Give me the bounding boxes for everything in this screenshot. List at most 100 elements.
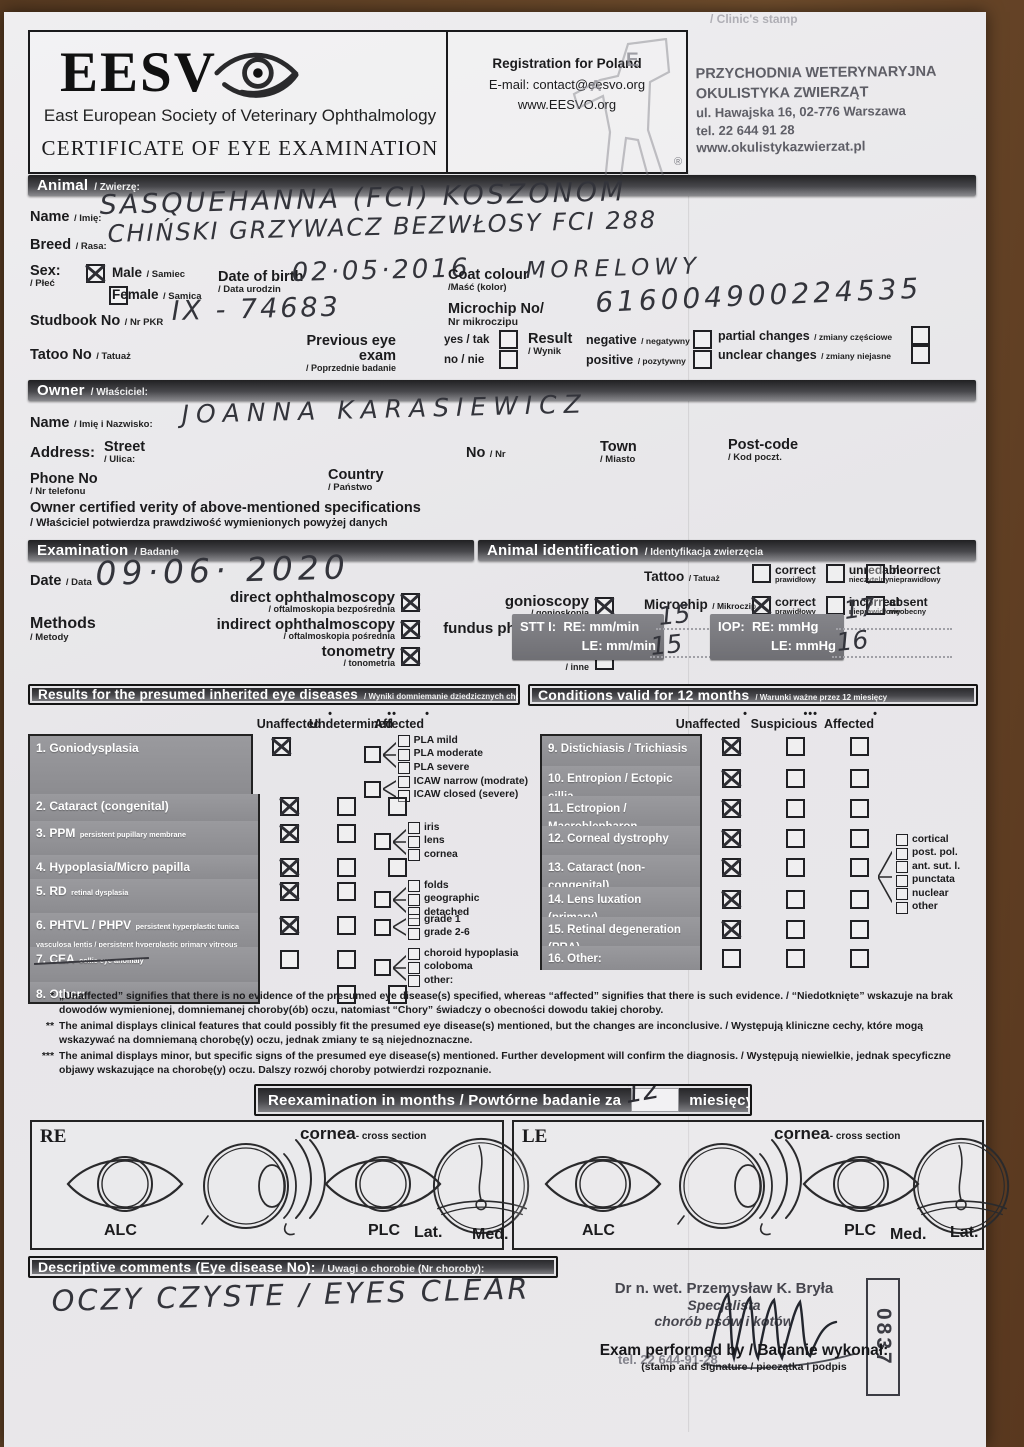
checkbox-pla-mild[interactable] bbox=[397, 735, 410, 747]
checkbox-ant-sut[interactable] bbox=[896, 861, 908, 873]
checkbox-other16-unaffected[interactable] bbox=[721, 949, 741, 968]
stt-le-label: LE: mm/min bbox=[581, 637, 656, 653]
coat-label-en: Coat colour bbox=[448, 267, 529, 283]
checkbox-ppm-affected[interactable] bbox=[374, 833, 391, 850]
checkbox-ectropion-unaffected[interactable] bbox=[721, 799, 741, 818]
checkbox-prev-exam-no[interactable] bbox=[499, 350, 518, 369]
checkbox-distichiasis-affected[interactable] bbox=[849, 737, 869, 756]
checkbox-hypoplasia-undetermined[interactable] bbox=[336, 858, 356, 877]
checkbox-cataract-noncong-affected[interactable] bbox=[849, 858, 869, 877]
checkbox-rd-geographic[interactable] bbox=[408, 893, 420, 906]
checkbox-cataract-other[interactable] bbox=[896, 901, 908, 914]
checkbox-hypoplasia-unaffected[interactable] bbox=[279, 858, 299, 877]
checkbox-corneal-dystrophy-suspicious[interactable] bbox=[785, 829, 805, 848]
checkbox-pla-group[interactable] bbox=[363, 746, 381, 763]
checkbox-cataract-cong-undetermined[interactable] bbox=[336, 797, 356, 816]
checkbox-phtvl-grade26[interactable] bbox=[408, 927, 420, 940]
checkbox-cataract-noncong-unaffected[interactable] bbox=[721, 858, 741, 877]
checkbox-tattoo-incorrect[interactable] bbox=[866, 564, 885, 583]
checkbox-entropion-suspicious[interactable] bbox=[785, 769, 805, 788]
checkbox-phtvl-grade1[interactable] bbox=[408, 914, 420, 927]
checkbox-punctata[interactable] bbox=[896, 874, 908, 887]
checkbox-tonometry[interactable] bbox=[401, 646, 420, 666]
opt-label-pl: nieprawidłowy bbox=[848, 607, 901, 617]
disease-label: 5. RD bbox=[36, 884, 67, 898]
checkbox-other8-undetermined[interactable] bbox=[336, 985, 356, 1004]
checkbox-direct-ophthalmoscopy[interactable] bbox=[401, 592, 420, 612]
checkbox-pla-severe[interactable] bbox=[397, 762, 410, 774]
checkbox-entropion-unaffected[interactable] bbox=[721, 769, 741, 788]
checkbox-ectropion-suspicious[interactable] bbox=[785, 799, 805, 818]
checkbox-unclear-changes[interactable] bbox=[911, 345, 930, 364]
checkbox-partial-changes[interactable] bbox=[911, 326, 930, 345]
checkbox-phtvl-unaffected[interactable] bbox=[279, 916, 299, 935]
checkbox-ppm-cornea[interactable] bbox=[408, 849, 420, 861]
checkbox-rd-folds[interactable] bbox=[408, 880, 420, 892]
checkbox-male[interactable] bbox=[86, 264, 105, 283]
checkbox-post-pol[interactable] bbox=[896, 847, 908, 860]
checkbox-rd-undetermined[interactable] bbox=[336, 882, 356, 901]
checkbox-icaw-narrow[interactable] bbox=[397, 776, 410, 789]
checkbox-cea-unaffected[interactable] bbox=[279, 950, 299, 969]
checkbox-microchip-correct[interactable] bbox=[752, 596, 771, 615]
checkbox-icaw-group[interactable] bbox=[363, 780, 381, 798]
checkbox-other16-suspicious[interactable] bbox=[785, 949, 805, 968]
opt-label-pl: prawidłowy bbox=[775, 607, 816, 617]
checkbox-pra-affected[interactable] bbox=[849, 920, 869, 939]
checkbox-other8-affected[interactable] bbox=[387, 985, 407, 1004]
checkbox-lens-luxation-unaffected[interactable] bbox=[721, 890, 741, 909]
checkbox-pra-suspicious[interactable] bbox=[785, 920, 805, 939]
unclear-changes-label-en: unclear changes bbox=[718, 347, 817, 362]
checkbox-rd-affected[interactable] bbox=[374, 891, 391, 908]
lat-label: Lat. bbox=[414, 1224, 443, 1241]
previous-exam-label-pl: / Poprzednie badanie bbox=[305, 362, 396, 373]
checkbox-goniodysplasia-unaffected[interactable] bbox=[271, 737, 291, 756]
checkbox-phtvl-affected[interactable] bbox=[374, 918, 391, 936]
methods-label: Methods / Metody bbox=[30, 615, 96, 643]
checkbox-microchip-absent[interactable] bbox=[866, 596, 885, 615]
method-label-pl: / tonometria bbox=[343, 658, 395, 669]
checkbox-distichiasis-unaffected[interactable] bbox=[721, 737, 741, 756]
checkbox-prev-exam-yes[interactable] bbox=[499, 330, 518, 349]
checkbox-cea-affected[interactable] bbox=[374, 959, 391, 976]
reexam-value-box[interactable]: 12 bbox=[623, 1086, 680, 1112]
checkbox-cortical[interactable] bbox=[896, 834, 908, 846]
checkbox-ppm-iris[interactable] bbox=[408, 822, 420, 834]
checkbox-result-positive[interactable] bbox=[693, 350, 712, 369]
checkbox-tattoo-unredable[interactable] bbox=[825, 564, 845, 583]
checkbox-cataract-cong-affected[interactable] bbox=[387, 797, 407, 816]
checkbox-tattoo-correct[interactable] bbox=[752, 564, 771, 583]
checkbox-phtvl-undetermined[interactable] bbox=[336, 916, 356, 935]
checkbox-rd-unaffected[interactable] bbox=[279, 882, 299, 901]
checkbox-cea-choroid[interactable] bbox=[408, 948, 420, 960]
methods-label-pl: / Metody bbox=[30, 631, 69, 643]
checkbox-rd-detached[interactable] bbox=[408, 907, 420, 919]
checkbox-cea-other[interactable] bbox=[408, 975, 420, 987]
checkbox-cataract-noncong-suspicious[interactable] bbox=[785, 858, 805, 877]
opt-label: absent bbox=[889, 595, 928, 609]
checkbox-cea-undetermined[interactable] bbox=[336, 950, 356, 969]
exam-date-label-pl: / Data bbox=[65, 577, 92, 588]
checkbox-other16-affected[interactable] bbox=[849, 949, 869, 968]
checkbox-ppm-lens[interactable] bbox=[408, 835, 420, 848]
checkbox-ectropion-affected[interactable] bbox=[849, 799, 869, 818]
checkbox-cataract-cong-unaffected[interactable] bbox=[279, 797, 299, 816]
checkbox-nuclear[interactable] bbox=[896, 888, 908, 900]
checkbox-entropion-affected[interactable] bbox=[849, 769, 869, 788]
checkbox-result-negative[interactable] bbox=[693, 330, 712, 349]
checkbox-lens-luxation-affected[interactable] bbox=[849, 890, 869, 909]
checkbox-pra-unaffected[interactable] bbox=[721, 920, 741, 939]
checkbox-distichiasis-suspicious[interactable] bbox=[785, 737, 805, 756]
checkbox-indirect-ophthalmoscopy[interactable] bbox=[401, 619, 420, 639]
opt-label: correct bbox=[775, 595, 816, 609]
checkbox-cea-coloboma[interactable] bbox=[408, 961, 420, 974]
checkbox-corneal-dystrophy-affected[interactable] bbox=[849, 829, 869, 848]
checkbox-gonioscopy[interactable] bbox=[595, 596, 614, 616]
checkbox-ppm-undetermined[interactable] bbox=[336, 824, 356, 843]
checkbox-ppm-unaffected[interactable] bbox=[279, 824, 299, 843]
checkbox-female[interactable] bbox=[109, 286, 129, 305]
checkbox-lens-luxation-suspicious[interactable] bbox=[785, 890, 805, 909]
checkbox-pla-moderate[interactable] bbox=[397, 748, 410, 761]
checkbox-hypoplasia-affected[interactable] bbox=[387, 858, 407, 877]
checkbox-corneal-dystrophy-unaffected[interactable] bbox=[721, 829, 741, 848]
